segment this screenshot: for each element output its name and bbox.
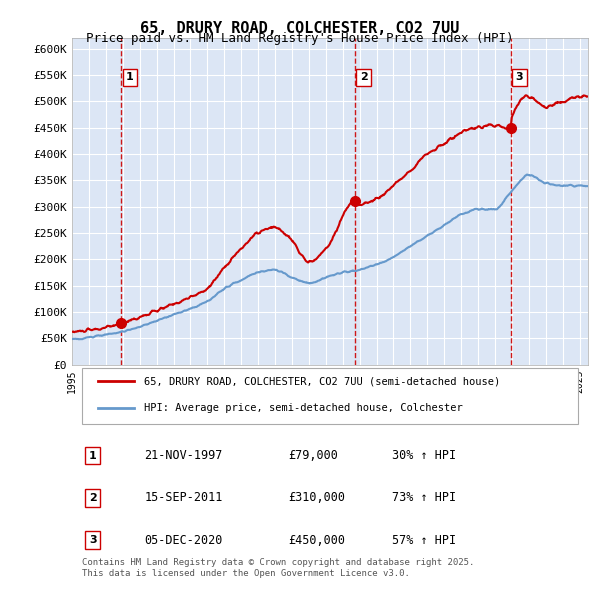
Text: £79,000: £79,000 [289, 449, 338, 462]
Text: 21-NOV-1997: 21-NOV-1997 [144, 449, 223, 462]
FancyBboxPatch shape [82, 368, 578, 424]
Text: Price paid vs. HM Land Registry's House Price Index (HPI): Price paid vs. HM Land Registry's House … [86, 32, 514, 45]
Text: 1: 1 [89, 451, 97, 461]
Text: 65, DRURY ROAD, COLCHESTER, CO2 7UU: 65, DRURY ROAD, COLCHESTER, CO2 7UU [140, 21, 460, 35]
Text: 2: 2 [360, 73, 368, 83]
Text: 30% ↑ HPI: 30% ↑ HPI [392, 449, 456, 462]
Text: 65, DRURY ROAD, COLCHESTER, CO2 7UU (semi-detached house): 65, DRURY ROAD, COLCHESTER, CO2 7UU (sem… [144, 376, 500, 386]
Text: 3: 3 [89, 535, 97, 545]
Text: HPI: Average price, semi-detached house, Colchester: HPI: Average price, semi-detached house,… [144, 404, 463, 414]
Text: 1: 1 [126, 73, 134, 83]
Text: £450,000: £450,000 [289, 534, 346, 547]
Text: 05-DEC-2020: 05-DEC-2020 [144, 534, 223, 547]
Text: 57% ↑ HPI: 57% ↑ HPI [392, 534, 456, 547]
Text: 73% ↑ HPI: 73% ↑ HPI [392, 491, 456, 504]
Text: 2: 2 [89, 493, 97, 503]
Text: Contains HM Land Registry data © Crown copyright and database right 2025.
This d: Contains HM Land Registry data © Crown c… [82, 558, 475, 578]
Text: £310,000: £310,000 [289, 491, 346, 504]
Text: 15-SEP-2011: 15-SEP-2011 [144, 491, 223, 504]
Text: 3: 3 [515, 73, 523, 83]
